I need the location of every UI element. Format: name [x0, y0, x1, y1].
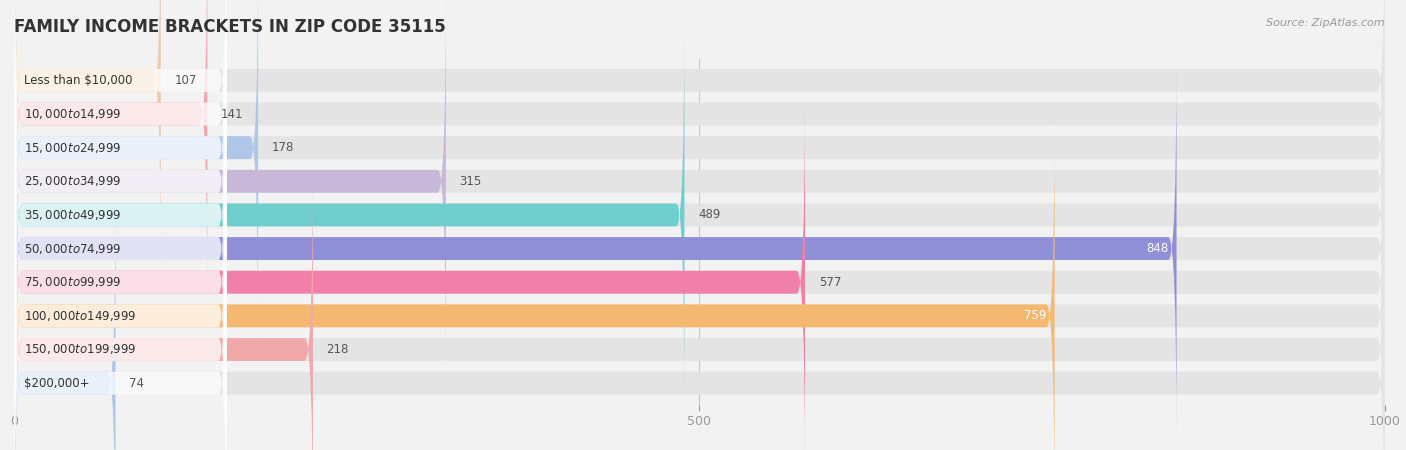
Text: FAMILY INCOME BRACKETS IN ZIP CODE 35115: FAMILY INCOME BRACKETS IN ZIP CODE 35115 — [14, 18, 446, 36]
FancyBboxPatch shape — [14, 193, 1385, 450]
FancyBboxPatch shape — [14, 92, 1385, 450]
Text: $200,000+: $200,000+ — [24, 377, 89, 390]
Text: $10,000 to $14,999: $10,000 to $14,999 — [24, 107, 121, 121]
FancyBboxPatch shape — [14, 0, 226, 304]
Text: 489: 489 — [699, 208, 720, 221]
FancyBboxPatch shape — [14, 0, 446, 372]
Text: 577: 577 — [818, 276, 841, 289]
FancyBboxPatch shape — [14, 24, 1385, 405]
FancyBboxPatch shape — [14, 58, 1385, 439]
FancyBboxPatch shape — [14, 126, 226, 450]
Text: 759: 759 — [1024, 309, 1046, 322]
Text: $15,000 to $24,999: $15,000 to $24,999 — [24, 141, 121, 155]
FancyBboxPatch shape — [14, 0, 160, 271]
Text: Source: ZipAtlas.com: Source: ZipAtlas.com — [1267, 18, 1385, 28]
Text: $35,000 to $49,999: $35,000 to $49,999 — [24, 208, 121, 222]
Text: 107: 107 — [174, 74, 197, 87]
Text: $25,000 to $34,999: $25,000 to $34,999 — [24, 174, 121, 188]
FancyBboxPatch shape — [14, 193, 226, 450]
Text: 141: 141 — [221, 108, 243, 121]
Text: 848: 848 — [1146, 242, 1168, 255]
Text: Less than $10,000: Less than $10,000 — [24, 74, 132, 87]
Text: 218: 218 — [326, 343, 349, 356]
FancyBboxPatch shape — [14, 0, 1385, 338]
FancyBboxPatch shape — [14, 92, 806, 450]
Text: $50,000 to $74,999: $50,000 to $74,999 — [24, 242, 121, 256]
FancyBboxPatch shape — [14, 159, 1385, 450]
FancyBboxPatch shape — [14, 24, 685, 405]
Text: 178: 178 — [271, 141, 294, 154]
FancyBboxPatch shape — [14, 0, 1385, 372]
FancyBboxPatch shape — [14, 193, 115, 450]
Text: $150,000 to $199,999: $150,000 to $199,999 — [24, 342, 136, 356]
FancyBboxPatch shape — [14, 58, 226, 439]
Text: 74: 74 — [129, 377, 145, 390]
FancyBboxPatch shape — [14, 159, 226, 450]
FancyBboxPatch shape — [14, 92, 226, 450]
FancyBboxPatch shape — [14, 126, 1054, 450]
Text: $100,000 to $149,999: $100,000 to $149,999 — [24, 309, 136, 323]
FancyBboxPatch shape — [14, 0, 226, 338]
FancyBboxPatch shape — [14, 0, 226, 271]
FancyBboxPatch shape — [14, 24, 226, 405]
Text: 315: 315 — [460, 175, 482, 188]
FancyBboxPatch shape — [14, 0, 226, 372]
FancyBboxPatch shape — [14, 0, 1385, 304]
FancyBboxPatch shape — [14, 58, 1177, 439]
FancyBboxPatch shape — [14, 159, 314, 450]
Text: $75,000 to $99,999: $75,000 to $99,999 — [24, 275, 121, 289]
FancyBboxPatch shape — [14, 126, 1385, 450]
FancyBboxPatch shape — [14, 0, 207, 304]
FancyBboxPatch shape — [14, 0, 1385, 271]
FancyBboxPatch shape — [14, 0, 259, 338]
